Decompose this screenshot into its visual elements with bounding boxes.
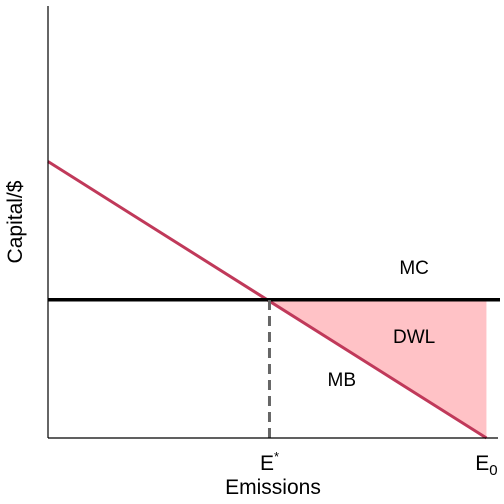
annotation-mb: MB: [328, 370, 357, 391]
series-lines: [47, 160, 500, 440]
annotations: MC DWL MB: [328, 258, 436, 391]
axes: [47, 6, 498, 439]
x-tick-labels: E* E0: [260, 449, 498, 479]
annotation-dwl: DWL: [393, 327, 435, 348]
x-tick-label-1: E0: [475, 452, 497, 479]
y-axis-label: Capital/$: [4, 180, 27, 263]
x-axis-label: Emissions: [225, 476, 321, 499]
x-tick-label-0: E*: [260, 449, 279, 475]
annotation-mc: MC: [399, 258, 429, 279]
